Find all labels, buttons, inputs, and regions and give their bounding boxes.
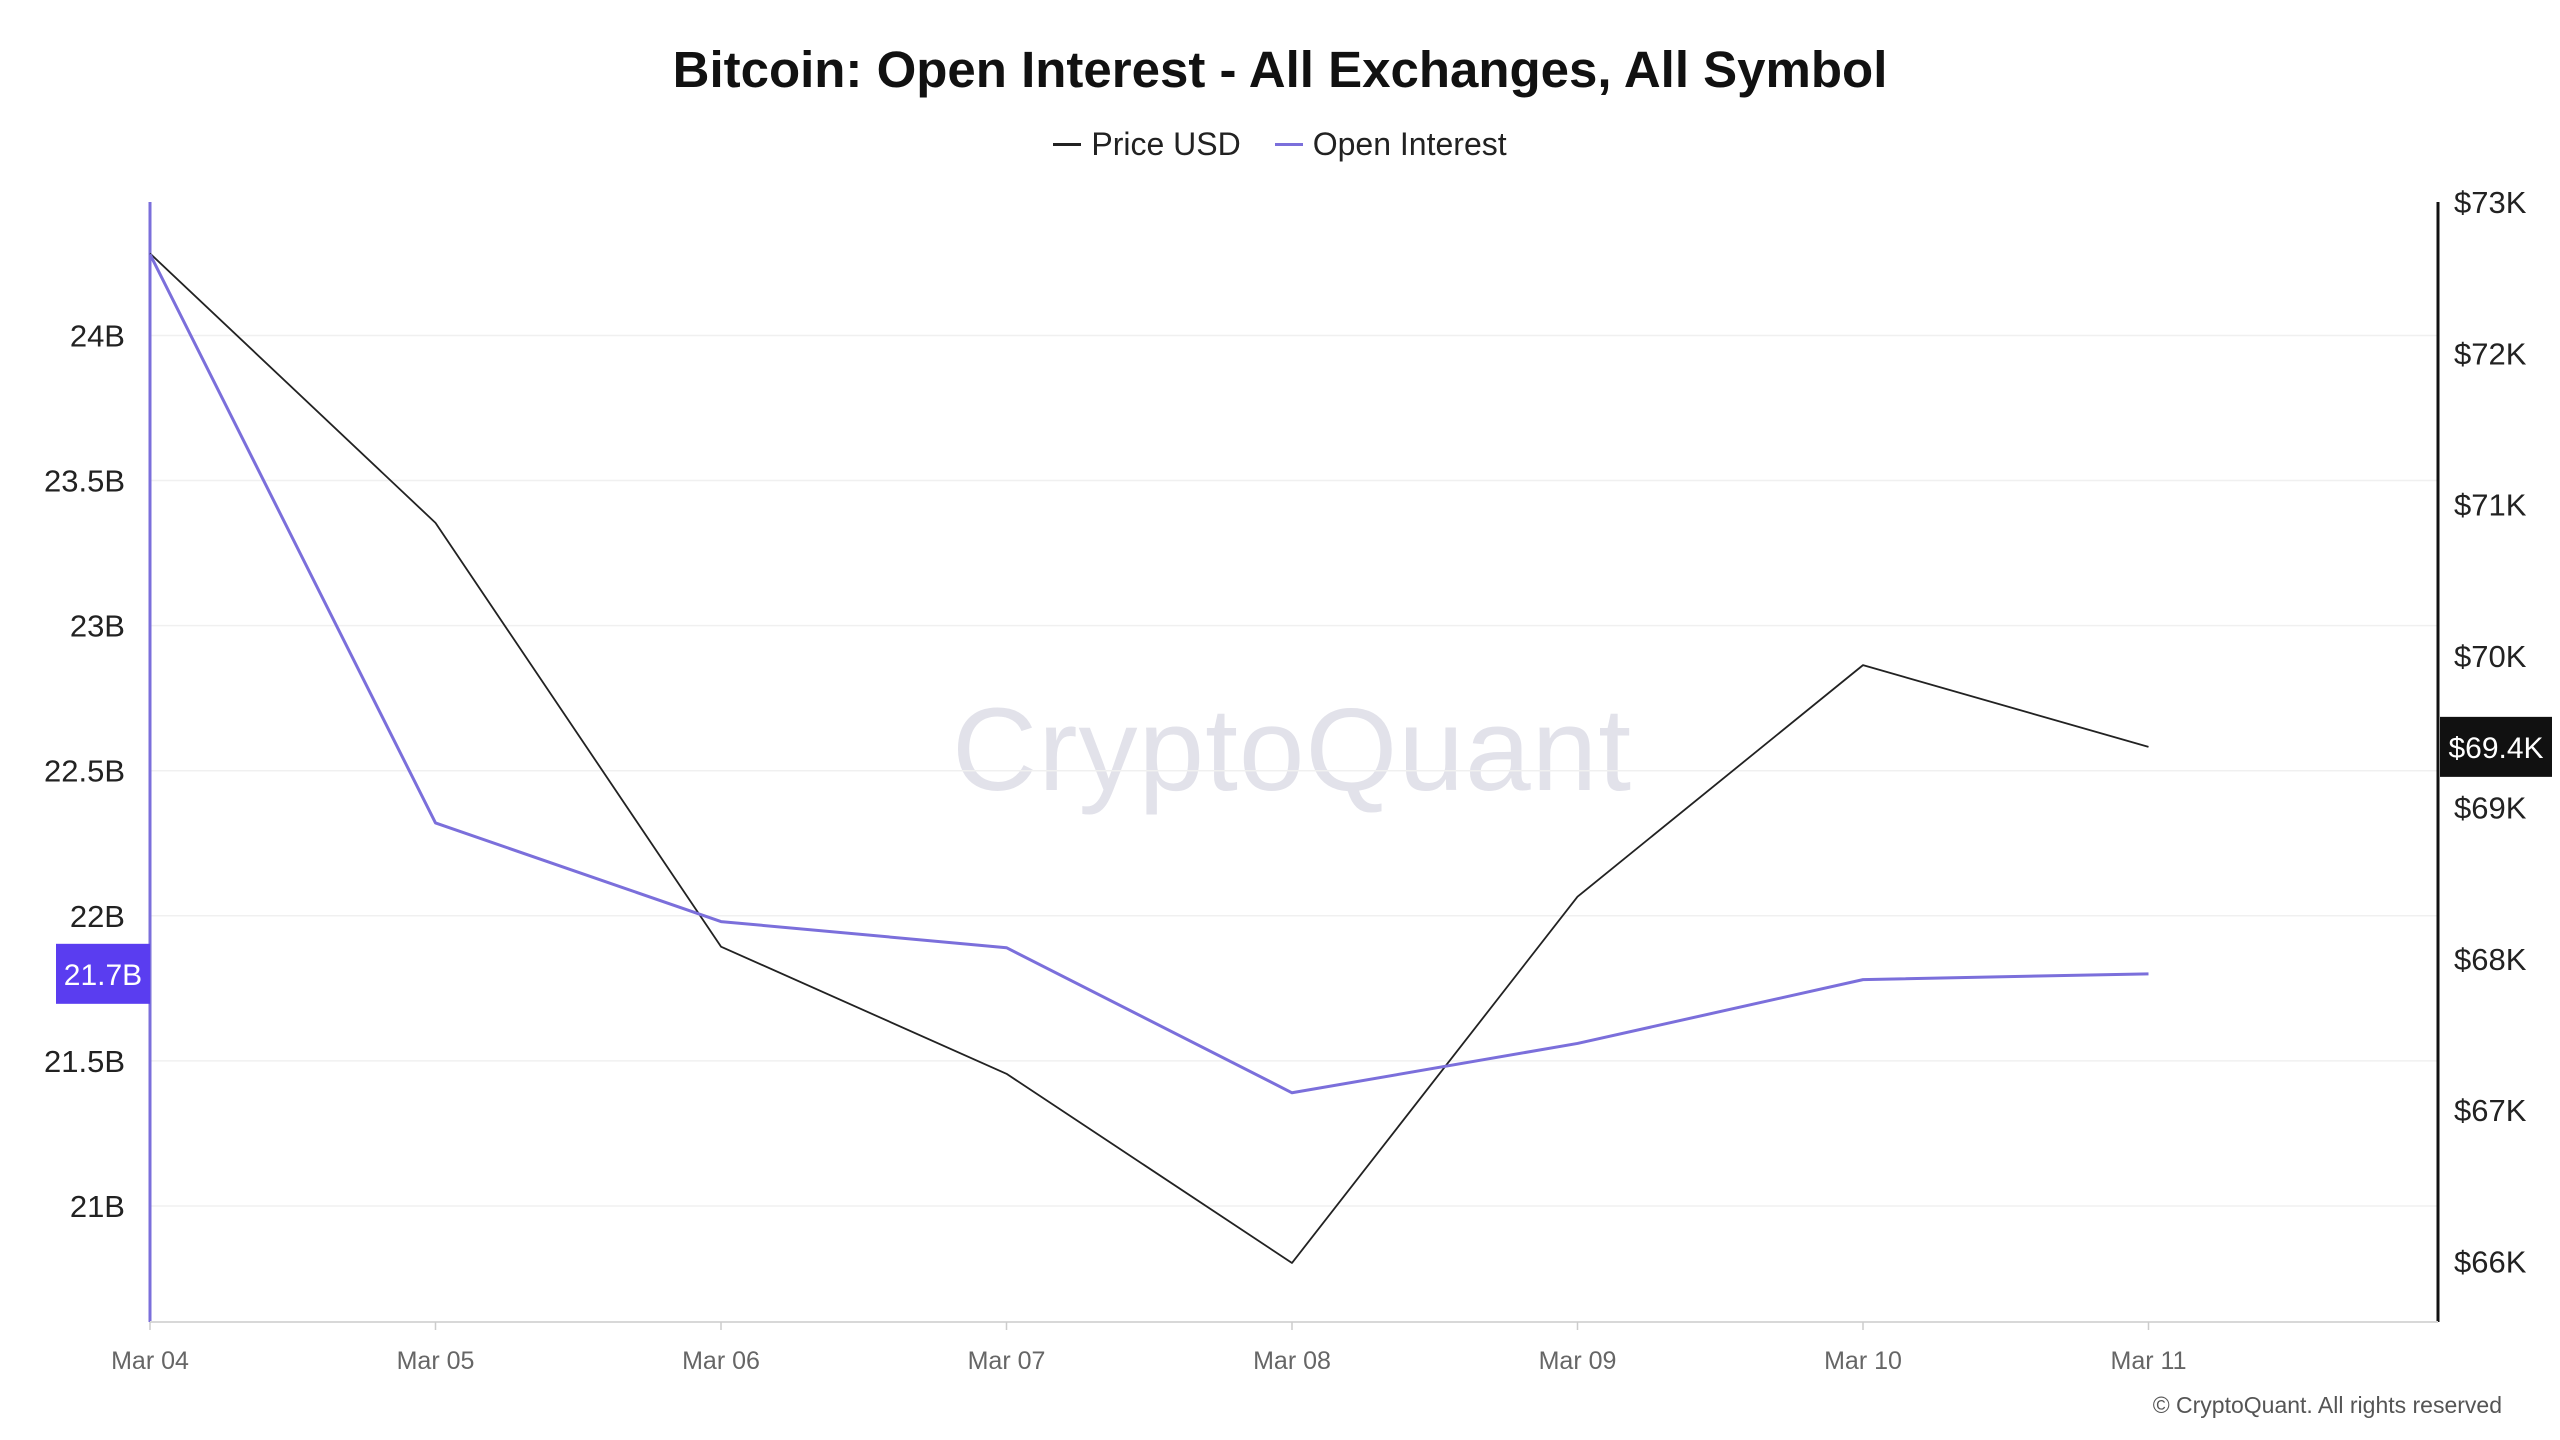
left-tick-label-6: 24B	[70, 318, 125, 353]
x-tick-label-1: Mar 05	[397, 1347, 475, 1375]
legend-label-price: Price USD	[1091, 126, 1241, 162]
series-line-price	[149, 252, 2149, 1264]
x-tick-label-4: Mar 08	[1253, 1347, 1331, 1375]
left-tick-label-5: 23.5B	[44, 464, 125, 499]
right-tick-label-5: $71K	[2454, 488, 2527, 523]
copyright-text: © CryptoQuant. All rights reserved	[2152, 1392, 2502, 1418]
grid-lines	[150, 334, 2438, 1207]
right-tick-label-0: $66K	[2454, 1244, 2527, 1279]
right-tick-label-2: $68K	[2454, 942, 2527, 977]
axes	[148, 202, 2440, 1330]
right-tick-label-6: $72K	[2454, 336, 2527, 371]
left-tick-label-3: 22.5B	[44, 754, 125, 789]
current-value-badge-left	[56, 943, 150, 1004]
right-tick-label-3: $69K	[2454, 790, 2527, 825]
chart-legend: Price USD Open Interest	[0, 126, 2560, 163]
current-value-label-left: 21.7B	[64, 959, 142, 992]
x-tick-label-3: Mar 07	[968, 1347, 1046, 1375]
right-tick-label-4: $70K	[2454, 639, 2527, 674]
left-tick-label-1: 21.5B	[44, 1044, 125, 1079]
right-tick-label-1: $67K	[2454, 1093, 2527, 1128]
left-tick-label-0: 21B	[70, 1189, 125, 1224]
x-tick-label-7: Mar 11	[2111, 1347, 2187, 1375]
x-tick-label-5: Mar 09	[1539, 1347, 1617, 1375]
legend-item-open-interest[interactable]: Open Interest	[1274, 126, 1507, 163]
left-tick-label-2: 22B	[70, 899, 125, 934]
legend-swatch-price	[1053, 143, 1082, 146]
watermark-text: CryptoQuant	[952, 684, 1632, 816]
legend-swatch-open-interest	[1274, 143, 1303, 146]
x-tick-label-0: Mar 04	[111, 1347, 189, 1375]
series-lines	[148, 252, 2149, 1264]
x-tick-label-6: Mar 10	[1824, 1347, 1902, 1375]
left-tick-label-4: 23B	[70, 609, 125, 644]
series-line-open-interest	[148, 253, 2149, 1095]
current-value-badge-right	[2440, 716, 2552, 777]
chart-title: Bitcoin: Open Interest - All Exchanges, …	[672, 41, 1888, 98]
right-tick-label-7: $73K	[2454, 185, 2527, 220]
legend-item-price[interactable]: Price USD	[1053, 126, 1241, 163]
x-tick-label-2: Mar 06	[682, 1347, 760, 1375]
axis-labels: Mar 04 Mar 05 Mar 06 Mar 07 Mar 08 Mar 09 Mar …	[44, 185, 2552, 1375]
current-value-label-right: $69.4K	[2448, 732, 2543, 765]
legend-label-open-interest: Open Interest	[1312, 126, 1507, 162]
